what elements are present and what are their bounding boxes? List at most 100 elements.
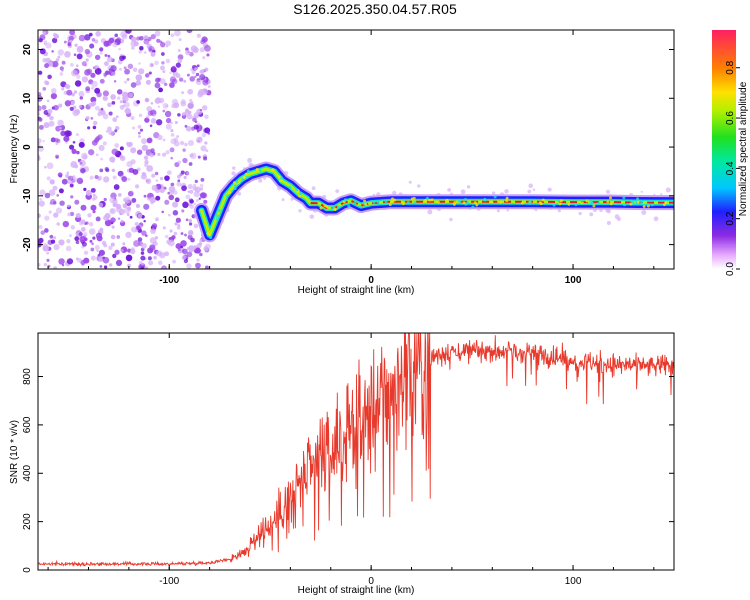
noise-point bbox=[174, 197, 180, 203]
noise-point bbox=[206, 53, 210, 57]
noise-point bbox=[165, 117, 172, 124]
noise-point bbox=[122, 242, 126, 246]
colorbar: 0.0 0.2 0.4 0.6 0.8 Normalized spectral ampl… bbox=[712, 30, 749, 276]
noise-point bbox=[199, 183, 204, 188]
noise-point bbox=[59, 66, 64, 71]
noise-point bbox=[138, 50, 142, 54]
noise-point bbox=[161, 210, 165, 214]
noise-point bbox=[186, 73, 190, 77]
noise-point bbox=[119, 55, 125, 62]
noise-point bbox=[133, 240, 140, 247]
ridge-speckle bbox=[425, 196, 429, 200]
noise-point bbox=[182, 157, 188, 164]
noise-point bbox=[137, 213, 143, 219]
noise-point bbox=[114, 33, 119, 38]
noise-point bbox=[164, 234, 169, 239]
noise-point bbox=[155, 195, 161, 201]
ridge-speckle bbox=[343, 198, 347, 202]
noise-point bbox=[200, 187, 204, 191]
noise-point bbox=[161, 52, 165, 56]
noise-point bbox=[128, 141, 133, 147]
noise-point bbox=[180, 245, 183, 249]
noise-point bbox=[90, 247, 95, 252]
noise-point bbox=[204, 44, 211, 52]
noise-point bbox=[67, 42, 72, 47]
noise-point bbox=[199, 69, 205, 74]
ridge-speckle bbox=[650, 203, 654, 207]
noise-point bbox=[193, 202, 197, 206]
noise-point bbox=[85, 115, 90, 120]
noise-point bbox=[154, 30, 161, 37]
noise-point bbox=[114, 129, 118, 133]
noise-point bbox=[162, 226, 166, 230]
noise-point bbox=[172, 201, 179, 208]
noise-point bbox=[130, 248, 136, 255]
noise-point bbox=[76, 177, 84, 185]
ridge-speckle bbox=[244, 172, 248, 176]
noise-point bbox=[159, 176, 164, 181]
noise-point bbox=[104, 53, 108, 57]
noise-point bbox=[83, 250, 89, 255]
ridge-speckle bbox=[475, 203, 479, 207]
noise-point bbox=[61, 178, 68, 185]
noise-point bbox=[195, 262, 201, 269]
ridge-speckle bbox=[323, 204, 327, 208]
noise-point bbox=[65, 245, 72, 252]
noise-point bbox=[67, 179, 73, 185]
noise-point bbox=[138, 113, 143, 118]
noise-point bbox=[62, 220, 70, 228]
noise-point bbox=[70, 101, 75, 105]
noise-point bbox=[138, 68, 145, 75]
noise-point bbox=[70, 161, 78, 168]
spectrogram-xlabel: Height of straight line (km) bbox=[298, 285, 415, 296]
ridge-speckle bbox=[490, 200, 494, 204]
noise-point bbox=[184, 124, 188, 128]
noise-point bbox=[156, 38, 161, 43]
noise-point bbox=[193, 223, 199, 229]
noise-point bbox=[167, 191, 171, 195]
noise-point bbox=[78, 34, 86, 42]
noise-point bbox=[50, 198, 56, 205]
noise-point bbox=[125, 231, 132, 239]
y-tick-label: 400 bbox=[22, 464, 33, 481]
spectral-ridge bbox=[194, 161, 674, 243]
noise-point bbox=[150, 228, 156, 234]
noise-point bbox=[132, 126, 136, 130]
noise-point bbox=[191, 65, 196, 69]
noise-point bbox=[131, 36, 137, 43]
noise-point bbox=[119, 100, 123, 104]
noise-point bbox=[46, 251, 50, 255]
noise-point bbox=[98, 249, 105, 256]
noise-point bbox=[90, 117, 94, 120]
noise-point bbox=[151, 184, 158, 191]
noise-point bbox=[80, 227, 86, 232]
noise-point bbox=[185, 108, 190, 113]
noise-point bbox=[177, 54, 184, 60]
ridge-speckle bbox=[466, 201, 470, 205]
noise-point bbox=[606, 220, 612, 226]
noise-point bbox=[45, 57, 51, 63]
noise-point bbox=[298, 209, 302, 213]
noise-point bbox=[528, 183, 534, 189]
noise-point bbox=[111, 100, 116, 105]
noise-point bbox=[112, 41, 118, 48]
noise-point bbox=[151, 173, 156, 178]
noise-point bbox=[151, 223, 158, 229]
noise-point bbox=[143, 203, 150, 210]
noise-point bbox=[88, 149, 95, 156]
noise-point bbox=[172, 210, 179, 216]
noise-point bbox=[46, 258, 50, 262]
noise-point bbox=[162, 138, 166, 142]
noise-point bbox=[75, 213, 81, 219]
ridge-speckle bbox=[209, 236, 213, 240]
noise-point bbox=[125, 254, 133, 262]
noise-point bbox=[95, 31, 101, 37]
noise-point bbox=[176, 181, 182, 187]
noise-point bbox=[181, 185, 187, 191]
ridge-speckle bbox=[258, 169, 262, 173]
ridge-speckle bbox=[458, 199, 462, 203]
noise-point bbox=[55, 156, 59, 159]
noise-point bbox=[126, 213, 130, 217]
noise-point bbox=[173, 231, 178, 236]
noise-point bbox=[174, 140, 180, 147]
